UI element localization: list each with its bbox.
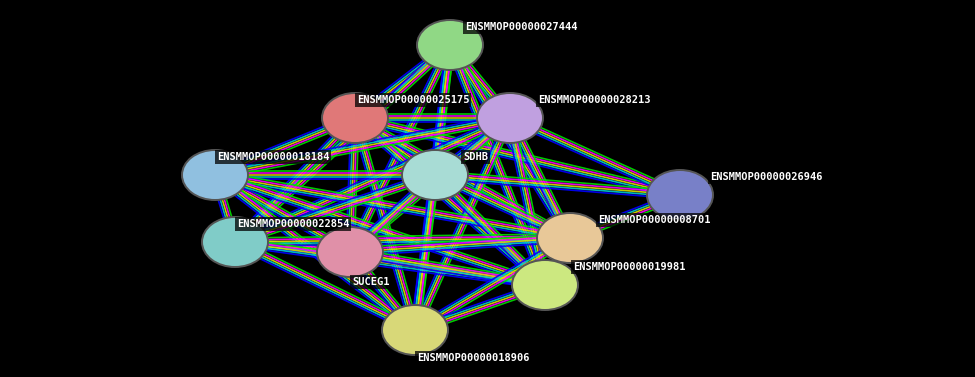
Ellipse shape — [511, 259, 579, 311]
Ellipse shape — [538, 214, 602, 262]
Ellipse shape — [316, 226, 384, 278]
Text: SUCEG1: SUCEG1 — [352, 277, 389, 287]
Ellipse shape — [476, 92, 544, 144]
Ellipse shape — [181, 149, 249, 201]
Ellipse shape — [403, 151, 467, 199]
Ellipse shape — [648, 171, 712, 219]
Ellipse shape — [478, 94, 542, 142]
Ellipse shape — [513, 261, 577, 309]
Ellipse shape — [323, 94, 387, 142]
Ellipse shape — [401, 149, 469, 201]
Ellipse shape — [203, 218, 267, 266]
Text: ENSMMOP00000025175: ENSMMOP00000025175 — [357, 95, 470, 105]
Text: ENSMMOP00000026946: ENSMMOP00000026946 — [710, 172, 823, 182]
Text: ENSMMOP00000028213: ENSMMOP00000028213 — [538, 95, 650, 105]
Ellipse shape — [418, 21, 482, 69]
Ellipse shape — [183, 151, 247, 199]
Ellipse shape — [383, 306, 447, 354]
Text: ENSMMOP00000008701: ENSMMOP00000008701 — [598, 215, 711, 225]
Ellipse shape — [536, 212, 604, 264]
Ellipse shape — [381, 304, 449, 356]
Text: SDHB: SDHB — [463, 152, 488, 162]
Text: ENSMMOP00000018906: ENSMMOP00000018906 — [417, 353, 529, 363]
Ellipse shape — [646, 169, 714, 221]
Ellipse shape — [321, 92, 389, 144]
Ellipse shape — [318, 228, 382, 276]
Ellipse shape — [416, 19, 484, 71]
Text: ENSMMOP00000018184: ENSMMOP00000018184 — [217, 152, 330, 162]
Text: ENSMMOP00000022854: ENSMMOP00000022854 — [237, 219, 349, 229]
Text: ENSMMOP00000027444: ENSMMOP00000027444 — [465, 22, 577, 32]
Ellipse shape — [201, 216, 269, 268]
Text: ENSMMOP00000019981: ENSMMOP00000019981 — [573, 262, 685, 272]
